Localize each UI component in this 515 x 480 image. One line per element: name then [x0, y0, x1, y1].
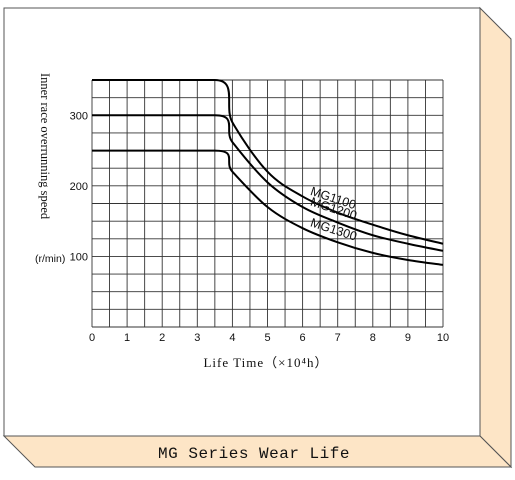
y-tick-label: 300	[70, 110, 88, 122]
y-axis-label: Inner race overrunning speed	[38, 73, 52, 220]
x-tick-label: 9	[405, 332, 411, 344]
x-tick-label: 8	[370, 332, 376, 344]
frame-face	[3, 7, 481, 437]
x-tick-label: 2	[159, 332, 165, 344]
y-tick-labels: 100 200 300	[70, 110, 88, 263]
figure-caption: MG Series Wear Life	[158, 445, 350, 463]
series-lines	[92, 79, 444, 266]
series-line-mg1300	[92, 149, 444, 266]
x-tick-label: 6	[300, 332, 306, 344]
series-line-mg1100	[92, 79, 444, 245]
frame-shadow-right	[479, 6, 512, 469]
y-tick-label: 200	[70, 181, 88, 193]
series-line-mg1200	[92, 114, 444, 252]
x-tick-label: 0	[89, 332, 95, 344]
x-axis-label: Life Time（×10⁴h）	[203, 355, 328, 370]
grid	[91, 79, 444, 328]
x-tick-labels: 0 1 2 3 4 5 6 7 8 9 10	[89, 332, 449, 344]
x-tick-label: 4	[229, 332, 235, 344]
y-tick-label: 100	[70, 251, 88, 263]
y-axis-unit: (r/min)	[35, 253, 65, 265]
x-tick-label: 5	[264, 332, 270, 344]
x-tick-label: 7	[335, 332, 341, 344]
x-tick-label: 1	[124, 332, 130, 344]
x-tick-label: 10	[437, 332, 449, 344]
x-tick-label: 3	[194, 332, 200, 344]
